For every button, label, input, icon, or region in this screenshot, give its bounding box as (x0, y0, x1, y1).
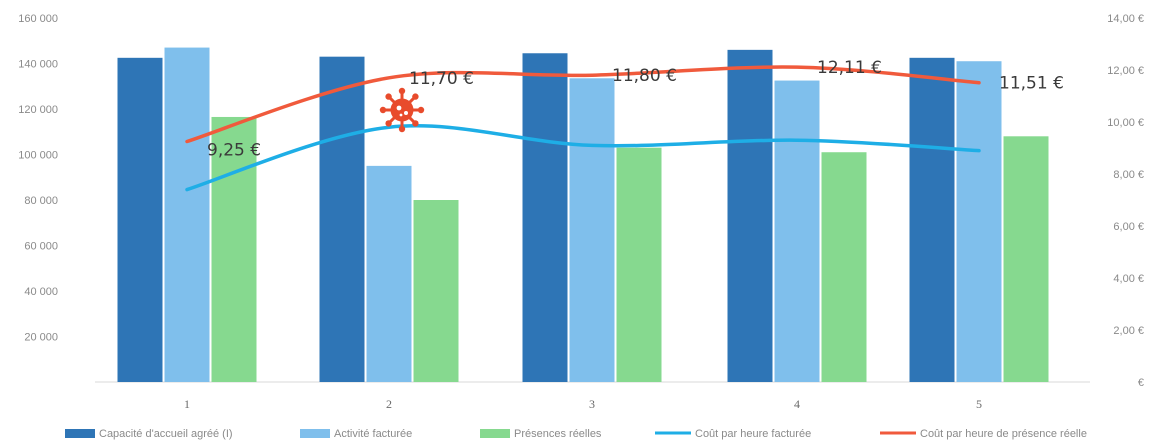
bar-3-1 (211, 116, 257, 383)
line-series-2 (185, 65, 981, 144)
data-labels: 9,25 € 11,70 € 11,80 € 12,11 € 11,51 € (207, 58, 1064, 160)
bar-1-4 (727, 49, 773, 382)
bar-1-2 (319, 56, 365, 383)
y-left-tick-label: 120 000 (18, 104, 58, 116)
y-left-tick-label: 140 000 (18, 59, 58, 71)
y-left-tick-label: 20 000 (24, 332, 58, 344)
bar-3-3 (616, 147, 662, 382)
y-right-tick-label: 2,00 € (1113, 325, 1144, 337)
y-left-tick-label: 80 000 (24, 195, 58, 207)
virus-icon (379, 87, 425, 133)
bar-2-5 (956, 61, 1002, 382)
x-tick-label: 2 (386, 397, 392, 411)
bar-3-4 (821, 152, 867, 382)
y-right-tick-label: 4,00 € (1113, 273, 1144, 285)
legend: Capacité d'accueil agréé (I) Activité fac… (65, 428, 1087, 440)
x-axis: 1 2 3 4 5 (184, 397, 982, 411)
bar-3-2 (413, 200, 459, 382)
legend-swatch (480, 429, 510, 438)
x-tick-label: 5 (976, 397, 982, 411)
y-right-tick-label: 10,00 € (1107, 117, 1144, 129)
bar-1-1 (117, 57, 163, 382)
legend-label: Activité facturée (334, 428, 412, 440)
y-left-tick-label: 100 000 (18, 150, 58, 162)
legend-swatch (300, 429, 330, 438)
legend-label: Coût par heure facturée (695, 428, 811, 440)
bar-2-4 (774, 80, 820, 382)
y-right-tick-label: 6,00 € (1113, 221, 1144, 233)
data-label: 11,80 € (612, 66, 677, 86)
data-label: 11,70 € (409, 69, 474, 89)
legend-swatch (65, 429, 95, 438)
bar-2-1 (164, 47, 210, 382)
y-right-tick-label: 8,00 € (1113, 169, 1144, 181)
bar-3-5 (1003, 136, 1049, 382)
y-left-tick-label: 40 000 (24, 286, 58, 298)
y-right-tick-label: € (1138, 377, 1144, 389)
line-series-1 (185, 124, 981, 192)
bar-1-3 (522, 53, 568, 382)
y-left-tick-label: 60 000 (24, 241, 58, 253)
x-tick-label: 3 (589, 397, 595, 411)
data-label: 12,11 € (817, 58, 882, 78)
y-right-tick-label: 12,00 € (1107, 65, 1144, 77)
x-tick-label: 4 (794, 397, 800, 411)
y-right-tick-label: 14,00 € (1107, 13, 1144, 25)
data-label: 11,51 € (999, 74, 1064, 94)
bar-2-2 (366, 165, 412, 382)
right-axis: €2,00 € 4,00 € 6,00 € 8,00 € 10,00 € 12,00 € 1… (1107, 13, 1144, 389)
data-label: 9,25 € (207, 141, 261, 161)
legend-label: Présences réelles (514, 428, 602, 440)
left-axis: 20 000 40 000 60 000 80 000 100 000 120 000 14… (18, 13, 58, 344)
x-tick-label: 1 (184, 397, 190, 411)
bar-2-3 (569, 78, 615, 382)
legend-label: Capacité d'accueil agréé (I) (99, 428, 233, 440)
lines-group (185, 65, 981, 192)
y-left-tick-label: 160 000 (18, 13, 58, 25)
legend-label: Coût par heure de présence réelle (920, 428, 1087, 440)
bars-group (117, 47, 1049, 383)
bar-1-5 (909, 57, 955, 382)
